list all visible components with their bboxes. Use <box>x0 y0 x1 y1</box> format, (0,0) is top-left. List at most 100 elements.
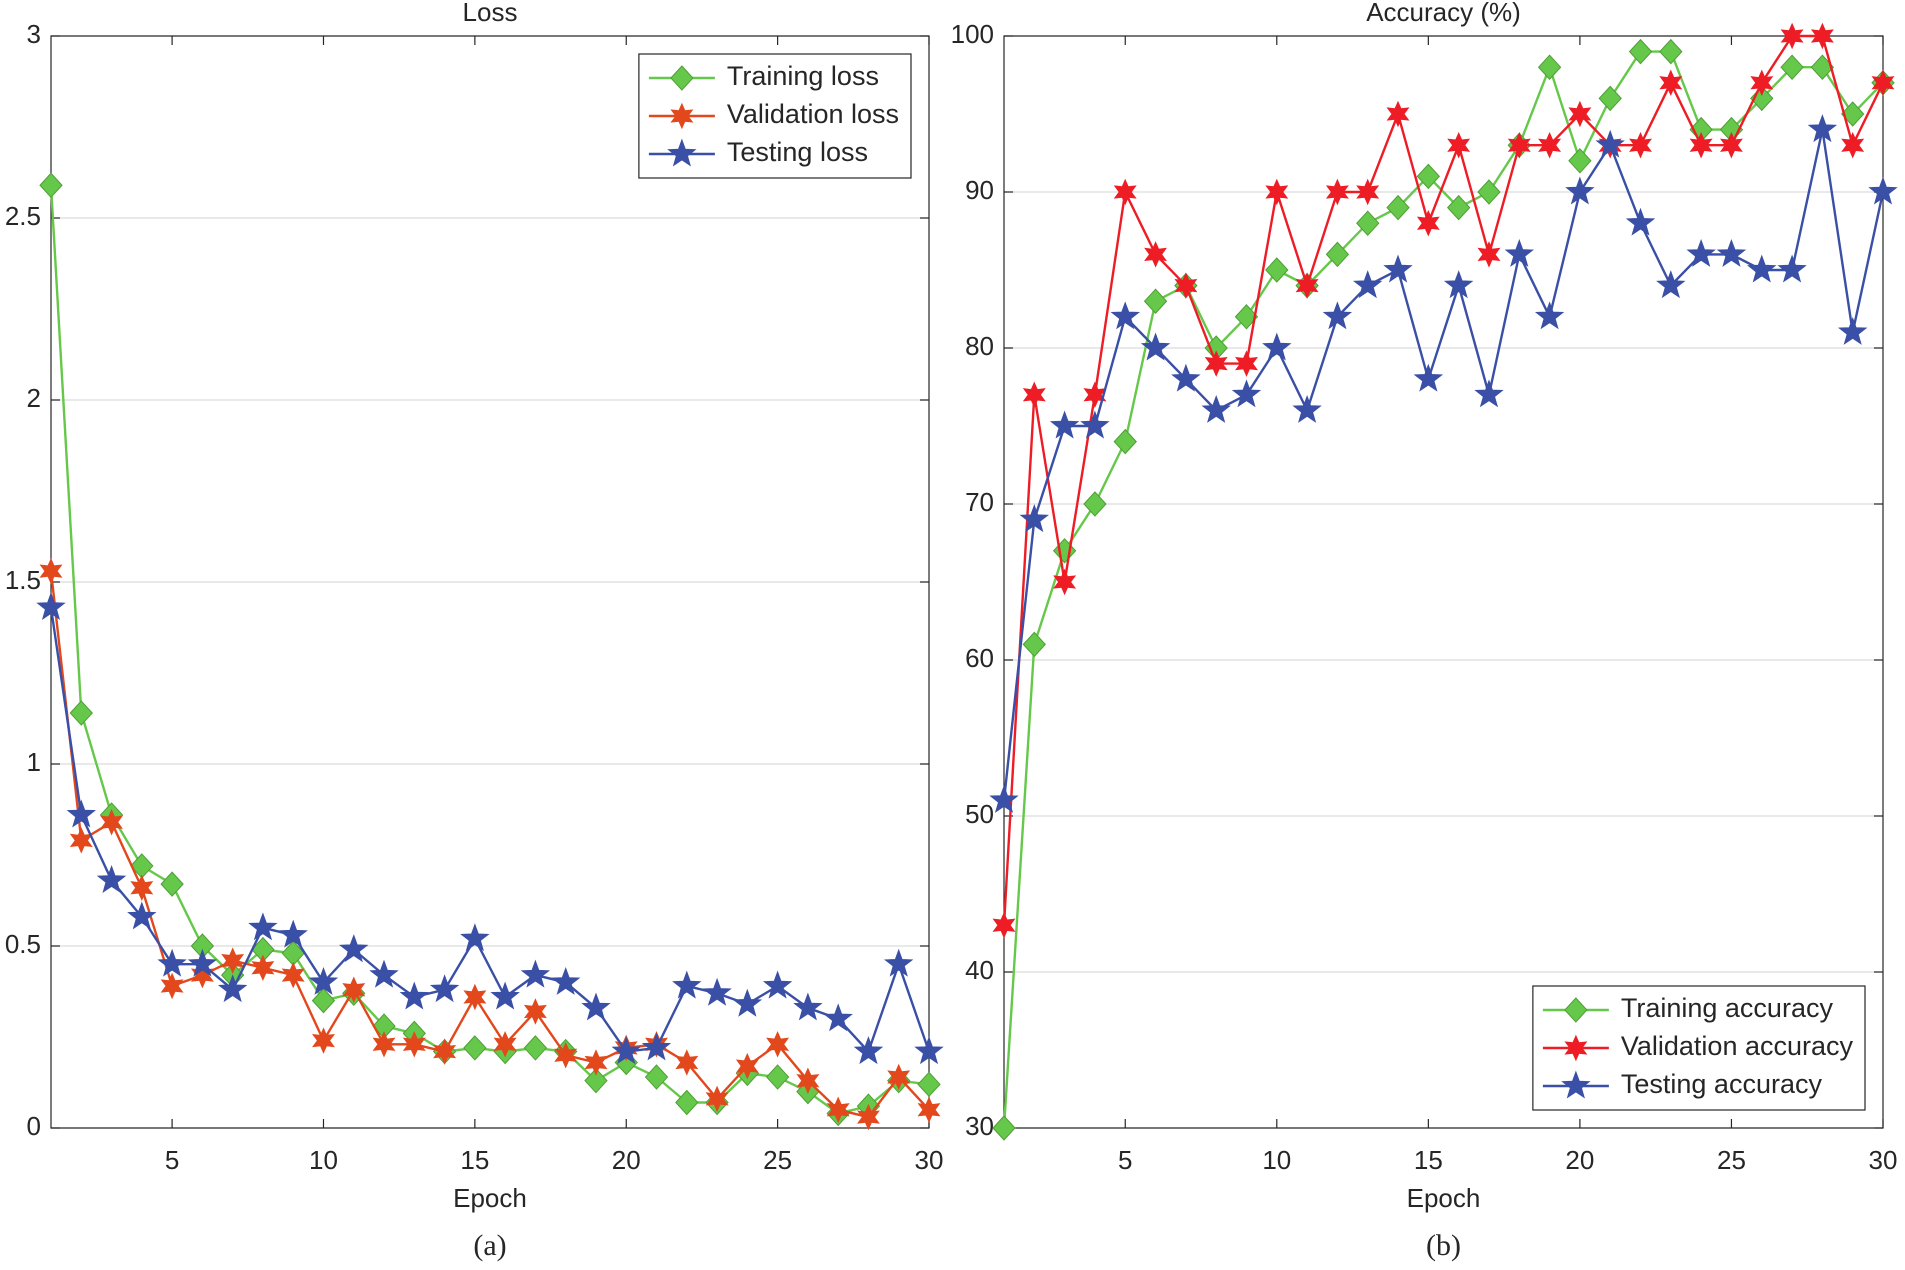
marker <box>130 874 154 902</box>
marker <box>1538 131 1562 159</box>
marker <box>1777 254 1807 283</box>
y-tick-label: 2 <box>27 383 41 413</box>
marker <box>1656 270 1686 299</box>
marker <box>96 865 127 893</box>
marker <box>1083 491 1107 517</box>
marker <box>1053 568 1077 596</box>
marker <box>1234 304 1259 330</box>
marker <box>1780 54 1804 80</box>
marker <box>369 959 399 988</box>
marker <box>1322 301 1353 330</box>
x-axis-label: Epoch <box>453 1183 527 1213</box>
marker <box>1383 254 1413 283</box>
series-line <box>49 185 930 1115</box>
plot: Accuracy (%) 30 40 50 60 70 80 90 100 5 10 15 20 25 30… <box>951 0 1898 1262</box>
x-tick-label: 30 <box>1869 1145 1898 1175</box>
marker <box>826 1096 850 1124</box>
marker <box>1561 1070 1591 1099</box>
x-tick-label: 20 <box>612 1145 641 1175</box>
x-tick-label: 25 <box>763 1145 792 1175</box>
marker <box>1720 131 1743 159</box>
marker <box>1265 257 1289 283</box>
marker <box>1447 131 1471 159</box>
x-tick-label: 10 <box>309 1145 338 1175</box>
chart-title: Loss <box>463 0 518 27</box>
y-tick-label: 70 <box>965 487 994 517</box>
legend-label: Training loss <box>727 61 879 91</box>
y-tick-label: 0 <box>27 1111 41 1141</box>
plot-frame <box>1003 35 1884 1129</box>
marker <box>1628 38 1653 65</box>
marker <box>251 954 275 982</box>
marker <box>1568 148 1592 174</box>
marker <box>1750 69 1774 97</box>
marker <box>523 998 547 1025</box>
marker <box>308 966 339 995</box>
marker <box>584 1067 608 1094</box>
marker <box>705 1085 729 1113</box>
marker <box>1807 114 1838 143</box>
marker <box>992 911 1016 939</box>
marker <box>1564 1034 1588 1062</box>
x-tick-label: 20 <box>1565 1145 1594 1175</box>
series-line <box>49 570 930 1119</box>
marker <box>884 948 914 977</box>
y-tick-label: 60 <box>965 643 994 673</box>
marker <box>100 808 123 836</box>
plot: Loss 0 0.5 1 1.5 2 2.5 3 5 10 15 20 25 30 Epoch (a) Trai… <box>5 0 944 1262</box>
marker <box>1474 379 1504 408</box>
marker <box>130 853 154 879</box>
marker <box>1446 194 1471 221</box>
marker <box>675 1089 699 1116</box>
marker <box>1356 210 1380 236</box>
marker <box>402 1031 426 1058</box>
marker <box>520 959 551 988</box>
x-tick-label: 5 <box>165 1145 179 1175</box>
y-tick-label: 90 <box>965 175 994 205</box>
marker <box>1416 163 1441 190</box>
marker <box>493 1031 517 1058</box>
marker <box>1140 332 1171 361</box>
y-tick-label: 2.5 <box>5 201 41 231</box>
marker <box>1568 100 1592 128</box>
marker <box>1413 363 1444 392</box>
marker <box>1780 22 1804 50</box>
marker <box>735 1052 759 1080</box>
marker <box>1477 241 1501 268</box>
marker <box>1110 301 1140 330</box>
marker <box>311 987 336 1014</box>
legend-label: Validation accuracy <box>1621 1031 1854 1061</box>
marker <box>1537 54 1562 80</box>
marker <box>765 1064 790 1090</box>
marker <box>989 784 1019 813</box>
y-tick-label: 50 <box>965 799 994 829</box>
chart-title: Accuracy (%) <box>1366 0 1521 27</box>
marker <box>342 976 366 1003</box>
marker <box>762 970 793 999</box>
marker <box>914 1036 944 1065</box>
marker <box>1477 179 1501 205</box>
marker <box>463 983 487 1011</box>
marker <box>917 1071 941 1098</box>
marker <box>1871 69 1895 97</box>
marker <box>1598 85 1622 112</box>
marker <box>1262 332 1292 361</box>
marker <box>1174 272 1198 299</box>
marker <box>160 972 184 1000</box>
legend-label: Training accuracy <box>1621 993 1834 1023</box>
marker <box>1810 22 1834 50</box>
series-line <box>49 607 931 1054</box>
marker <box>157 948 187 977</box>
marker <box>1416 209 1440 237</box>
marker <box>1353 270 1383 299</box>
marker <box>490 981 520 1010</box>
marker <box>221 947 245 974</box>
x-tick-label: 15 <box>460 1145 489 1175</box>
marker <box>39 557 63 585</box>
marker <box>1747 254 1777 283</box>
marker <box>187 948 218 977</box>
marker <box>823 1003 853 1032</box>
marker <box>1022 381 1046 409</box>
marker <box>611 1036 641 1065</box>
marker <box>1841 131 1865 159</box>
